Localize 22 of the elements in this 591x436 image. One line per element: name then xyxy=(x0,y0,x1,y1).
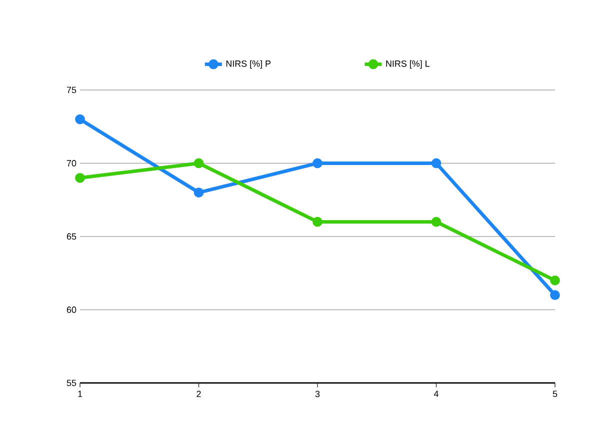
y-tick-label: 70 xyxy=(66,160,76,166)
point xyxy=(431,158,442,168)
legend-label: NIRS [%] L xyxy=(386,60,430,69)
point xyxy=(312,158,322,168)
point xyxy=(75,114,85,124)
y-tick-label: 55 xyxy=(66,380,76,386)
x-tick-label: 2 xyxy=(196,390,201,398)
point xyxy=(550,290,560,300)
point xyxy=(194,188,204,198)
x-tick-label: 3 xyxy=(315,390,320,398)
point xyxy=(194,158,204,168)
y-tick-label: 60 xyxy=(66,306,76,313)
point xyxy=(312,216,322,227)
point xyxy=(550,276,560,286)
x-tick-label: 5 xyxy=(552,390,558,398)
point xyxy=(75,172,85,183)
x-tick-label: 1 xyxy=(78,390,82,397)
y-tick-label: 65 xyxy=(66,233,76,240)
legend-label: NIRS [%] P xyxy=(226,60,271,69)
x-tick-label: 4 xyxy=(434,390,438,397)
point xyxy=(431,216,442,227)
y-tick-label: 75 xyxy=(66,86,76,94)
